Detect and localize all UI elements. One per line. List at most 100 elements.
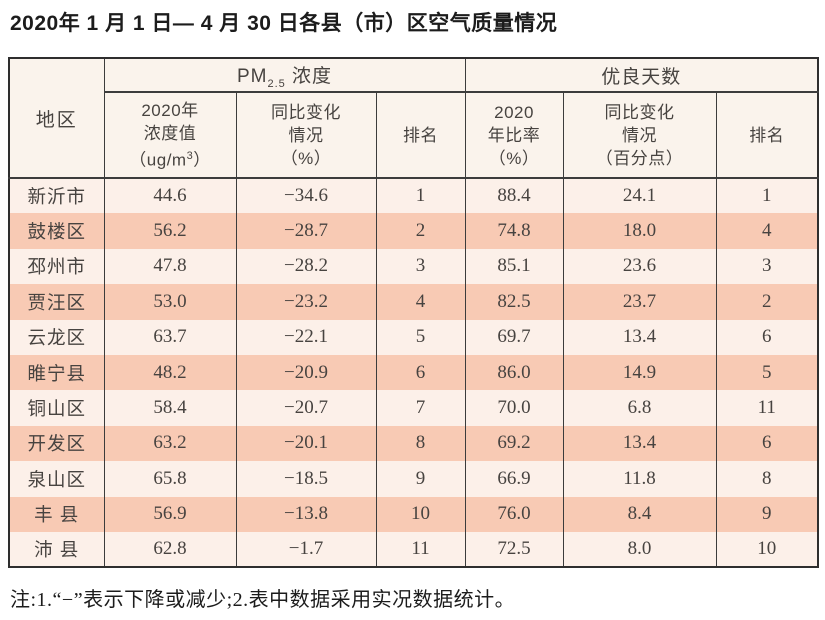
good-rank-cell: 1 (715, 178, 819, 214)
good-rank-cell: 6 (715, 319, 819, 355)
header-sub-row: 2020年 浓度值 （ug/m3） 同比变化 情况 （%） 排名 2020 年比… (9, 92, 819, 179)
pm-change-cell: −22.1 (235, 319, 377, 355)
good-change-cell: 11.8 (562, 461, 717, 497)
header-good-rate: 2020 年比率 （%） (464, 92, 564, 179)
good-rank-cell: 3 (715, 248, 819, 285)
table-row: 开发区 63.2 −20.1 8 69.2 13.4 6 (8, 425, 819, 462)
good-change-cell: 13.4 (562, 425, 717, 462)
region-cell: 睢宁县 (8, 354, 105, 391)
pm-unit-superscript: 3 (186, 149, 194, 162)
table-row: 丰 县 56.9 −13.8 10 76.0 8.4 9 (8, 496, 819, 532)
pm-unit-prefix: （ug/m (129, 150, 187, 170)
table-row: 鼓楼区 56.2 −28.7 2 74.8 18.0 4 (8, 213, 819, 249)
good-change-cell: 13.4 (562, 319, 717, 355)
footnote: 注:1.“−”表示下降或减少;2.表中数据采用实况数据统计。 (10, 589, 516, 611)
region-cell: 邳州市 (8, 248, 105, 285)
good-rate-cell: 66.9 (464, 461, 564, 497)
good-rank-cell: 8 (715, 461, 819, 497)
good-change-cell: 18.0 (562, 213, 717, 249)
header-pm-change-line1: 同比变化 (271, 102, 341, 122)
pm-change-cell: −34.6 (235, 178, 377, 214)
header-pm-change: 同比变化 情况 （%） (235, 92, 377, 179)
air-quality-table: 地区 PM2.5 浓度 优良天数 2020年 浓度值 （ug/m3） 同比变化 … (8, 57, 820, 569)
pm-change-cell: −20.9 (235, 354, 377, 391)
pm-rank-cell: 5 (375, 319, 466, 355)
good-change-cell: 6.8 (562, 390, 717, 426)
pm-unit-suffix: ） (193, 150, 211, 170)
pm-rank-cell: 4 (375, 284, 466, 320)
good-rank-cell: 9 (715, 496, 819, 532)
good-rank-cell: 4 (715, 213, 819, 249)
pm25-label-subscript: 2.5 (267, 77, 286, 90)
good-rank-cell: 6 (715, 425, 819, 462)
pm-change-cell: −20.7 (235, 390, 377, 426)
header-good-rate-line3: （%） (488, 148, 540, 168)
header-pm-value-line2: 浓度值 (143, 123, 197, 143)
pm-value-cell: 56.9 (103, 496, 237, 532)
header-group-pm25: PM2.5 浓度 (103, 58, 466, 93)
region-cell: 铜山区 (8, 390, 105, 426)
good-rank-cell: 10 (715, 531, 819, 568)
pm-change-cell: −18.5 (235, 461, 377, 497)
table-row: 邳州市 47.8 −28.2 3 85.1 23.6 3 (8, 248, 819, 285)
region-cell: 丰 县 (8, 496, 105, 532)
header-good-rate-line2: 年比率 (487, 125, 541, 145)
pm-change-cell: −1.7 (235, 531, 377, 568)
table-body: 新沂市 44.6 −34.6 1 88.4 24.1 1 鼓楼区 56.2 −2… (8, 178, 819, 568)
region-cell: 开发区 (8, 425, 105, 462)
pm-change-cell: −28.7 (235, 213, 377, 249)
header-good-change-line2: 情况 (622, 125, 658, 145)
pm25-label-suffix: 浓度 (285, 65, 333, 87)
pm-value-cell: 44.6 (103, 178, 237, 214)
good-change-cell: 23.6 (562, 248, 717, 285)
header-good-change-line3: （百分点） (595, 148, 684, 168)
table-row: 睢宁县 48.2 −20.9 6 86.0 14.9 5 (8, 354, 819, 391)
header-pm-value-line1: 2020年 (141, 100, 199, 120)
table-row: 新沂市 44.6 −34.6 1 88.4 24.1 1 (8, 178, 819, 214)
region-cell: 贾汪区 (8, 284, 105, 320)
good-rate-cell: 82.5 (464, 284, 564, 320)
pm-rank-cell: 6 (375, 354, 466, 391)
good-rate-cell: 69.7 (464, 319, 564, 355)
header-pm-change-line3: （%） (280, 148, 332, 168)
header-group-row: 地区 PM2.5 浓度 优良天数 (8, 58, 819, 179)
good-change-cell: 23.7 (562, 284, 717, 320)
header-group-good-days: 优良天数 (464, 58, 819, 93)
header-good-change: 同比变化 情况 （百分点） (562, 92, 717, 179)
good-rate-cell: 72.5 (464, 531, 564, 568)
header-pm-rank: 排名 (375, 92, 466, 179)
pm25-label-prefix: PM (236, 65, 268, 87)
good-change-cell: 24.1 (562, 178, 717, 214)
pm-change-cell: −13.8 (235, 496, 377, 532)
table-row: 贾汪区 53.0 −23.2 4 82.5 23.7 2 (8, 284, 819, 320)
region-cell: 沛 县 (8, 531, 105, 568)
header-pm-change-line2: 情况 (288, 125, 324, 145)
header-region: 地区 (8, 58, 105, 179)
good-rate-cell: 69.2 (464, 425, 564, 462)
good-rate-cell: 85.1 (464, 248, 564, 285)
pm-rank-cell: 9 (375, 461, 466, 497)
good-rank-cell: 5 (715, 354, 819, 391)
good-rate-cell: 88.4 (464, 178, 564, 214)
header-good-rate-line1: 2020 (494, 102, 534, 122)
pm-rank-cell: 2 (375, 213, 466, 249)
header-pm-value: 2020年 浓度值 （ug/m3） (103, 92, 237, 179)
pm-value-cell: 62.8 (103, 531, 237, 568)
table-header: 地区 PM2.5 浓度 优良天数 2020年 浓度值 （ug/m3） 同比变化 … (8, 58, 819, 179)
good-change-cell: 8.4 (562, 496, 717, 532)
good-rate-cell: 74.8 (464, 213, 564, 249)
pm-value-cell: 63.2 (103, 425, 237, 462)
good-change-cell: 8.0 (562, 531, 717, 568)
page-title: 2020年 1 月 1 日— 4 月 30 日各县（市）区空气质量情况 (10, 12, 558, 35)
good-change-cell: 14.9 (562, 354, 717, 391)
pm-change-cell: −28.2 (235, 248, 377, 285)
table-row: 沛 县 62.8 −1.7 11 72.5 8.0 10 (8, 531, 819, 568)
region-cell: 新沂市 (8, 178, 105, 214)
pm-rank-cell: 7 (375, 390, 466, 426)
pm-value-cell: 58.4 (103, 390, 237, 426)
pm-rank-cell: 1 (375, 178, 466, 214)
good-rate-cell: 86.0 (464, 354, 564, 391)
table-row: 云龙区 63.7 −22.1 5 69.7 13.4 6 (8, 319, 819, 355)
pm-value-cell: 53.0 (103, 284, 237, 320)
good-rank-cell: 2 (715, 284, 819, 320)
